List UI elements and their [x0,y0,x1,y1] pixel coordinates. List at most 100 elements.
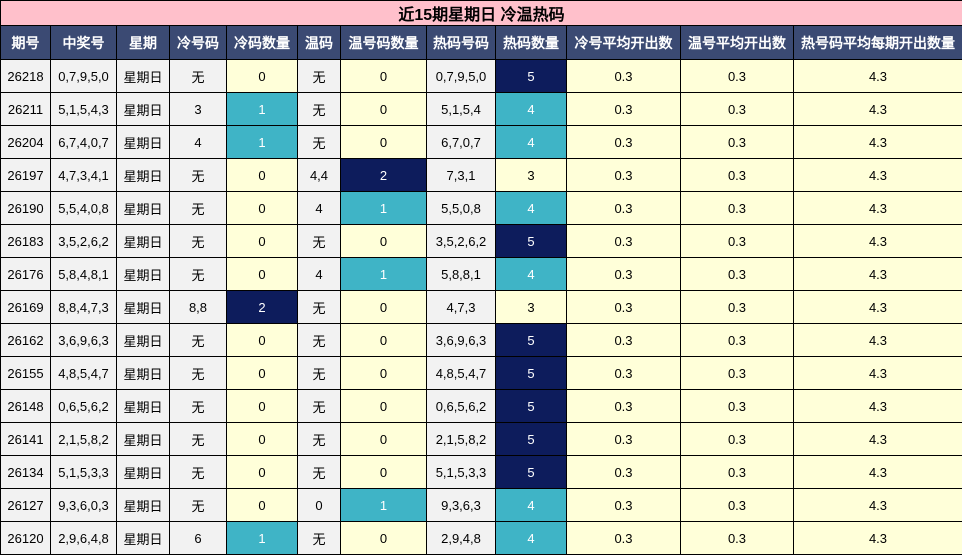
cell-hot: 5,8,8,1 [426,257,496,291]
cell-cold-avg: 0.3 [566,455,681,489]
cell-warm: 无 [297,224,341,258]
cell-hot-avg: 4.3 [793,488,962,522]
cell-warm-avg: 0.3 [680,224,794,258]
cell-hot-avg: 4.3 [793,59,962,93]
cell-period: 26176 [0,257,51,291]
cell-warm: 无 [297,92,341,126]
cell-warm-avg: 0.3 [680,356,794,390]
cell-cold: 无 [169,389,227,423]
cell-warm-count: 0 [340,521,427,555]
cell-cold-avg: 0.3 [566,422,681,456]
cell-cold-avg: 0.3 [566,389,681,423]
cell-warm-count: 0 [340,92,427,126]
cell-cold-count: 0 [226,191,298,225]
cell-period: 26127 [0,488,51,522]
cell-numbers: 3,6,9,6,3 [50,323,117,357]
cell-cold-count: 0 [226,224,298,258]
table-title: 近15期星期日 冷温热码 [0,0,962,26]
cell-cold: 无 [169,356,227,390]
cell-hot: 0,7,9,5,0 [426,59,496,93]
cell-period: 26211 [0,92,51,126]
cell-warm-count: 0 [340,422,427,456]
cell-warm-count: 1 [340,488,427,522]
table-row: 26190 5,5,4,0,8 星期日无 0 4 1 5,5,0,8 4 0.3 0.3 4.3 [0,191,962,225]
table-row: 26127 9,3,6,0,3 星期日无 0 0 1 9,3,6,3 4 0.3 0.3 4.3 [0,488,962,522]
cell-period: 26162 [0,323,51,357]
cell-cold-avg: 0.3 [566,521,681,555]
cell-cold-avg: 0.3 [566,59,681,93]
cell-hot-count: 3 [495,290,567,324]
cell-warm: 4 [297,257,341,291]
cell-warm-avg: 0.3 [680,191,794,225]
cell-cold-avg: 0.3 [566,191,681,225]
cell-hot-avg: 4.3 [793,290,962,324]
cell-warm: 无 [297,455,341,489]
cell-warm-count: 1 [340,191,427,225]
cell-hot: 2,9,4,8 [426,521,496,555]
cell-hot-count: 5 [495,224,567,258]
cell-weekday: 星期日 [116,356,170,390]
cell-hot-count: 5 [495,356,567,390]
header-numbers: 中奖号 [50,25,117,60]
table-row: 26176 5,8,4,8,1 星期日无 0 4 1 5,8,8,1 4 0.3 0.3 4.3 [0,257,962,291]
cell-cold: 4 [169,125,227,159]
cell-numbers: 4,8,5,4,7 [50,356,117,390]
table-row: 26204 6,7,4,0,7 星期日 4 1 无 0 6,7,0,7 4 0.3 0.3 4.3 [0,125,962,159]
table-row: 26148 0,6,5,6,2 星期日无 0 无 0 0,6,5,6,2 5 0.3 0.3 4.3 [0,389,962,423]
cell-cold-avg: 0.3 [566,488,681,522]
cell-warm-avg: 0.3 [680,323,794,357]
cell-hot-count: 5 [495,422,567,456]
cell-cold-avg: 0.3 [566,323,681,357]
cell-hot: 0,6,5,6,2 [426,389,496,423]
cell-hot-avg: 4.3 [793,389,962,423]
cell-cold-count: 0 [226,257,298,291]
cell-cold: 6 [169,521,227,555]
cell-weekday: 星期日 [116,521,170,555]
cell-warm-avg: 0.3 [680,455,794,489]
table-row: 26162 3,6,9,6,3 星期日无 0 无 0 3,6,9,6,3 5 0.3 0.3 4.3 [0,323,962,357]
cell-period: 26148 [0,389,51,423]
cell-weekday: 星期日 [116,422,170,456]
cell-warm-avg: 0.3 [680,59,794,93]
cell-warm-avg: 0.3 [680,92,794,126]
cell-warm-avg: 0.3 [680,290,794,324]
cell-hot-count: 4 [495,488,567,522]
cell-hot-avg: 4.3 [793,224,962,258]
cell-hot: 7,3,1 [426,158,496,192]
cell-numbers: 2,1,5,8,2 [50,422,117,456]
cell-weekday: 星期日 [116,290,170,324]
cell-cold-avg: 0.3 [566,356,681,390]
cell-hot-count: 4 [495,521,567,555]
table-row: 26218 0,7,9,5,0 星期日无 0 无 0 0,7,9,5,0 5 0.3 0.3 4.3 [0,59,962,93]
header-weekday: 星期 [116,25,170,60]
cell-hot: 5,1,5,3,3 [426,455,496,489]
cell-warm-count: 0 [340,356,427,390]
cell-hot-count: 3 [495,158,567,192]
cell-weekday: 星期日 [116,191,170,225]
cell-numbers: 0,7,9,5,0 [50,59,117,93]
cell-weekday: 星期日 [116,125,170,159]
cell-warm-count: 1 [340,257,427,291]
cell-hot-count: 5 [495,323,567,357]
cell-cold-count: 0 [226,455,298,489]
cell-numbers: 5,5,4,0,8 [50,191,117,225]
cell-hot-avg: 4.3 [793,92,962,126]
cell-warm-avg: 0.3 [680,488,794,522]
cell-hot-count: 5 [495,389,567,423]
table-row: 26155 4,8,5,4,7 星期日无 0 无 0 4,8,5,4,7 5 0.3 0.3 4.3 [0,356,962,390]
cell-hot: 3,6,9,6,3 [426,323,496,357]
cell-warm-count: 0 [340,125,427,159]
cell-cold: 3 [169,92,227,126]
cell-period: 26190 [0,191,51,225]
cell-numbers: 9,3,6,0,3 [50,488,117,522]
cell-cold: 无 [169,224,227,258]
cell-warm: 0 [297,488,341,522]
cell-cold: 无 [169,323,227,357]
cell-warm-count: 0 [340,389,427,423]
cell-weekday: 星期日 [116,59,170,93]
cell-numbers: 5,1,5,3,3 [50,455,117,489]
cell-cold-count: 1 [226,521,298,555]
cell-weekday: 星期日 [116,389,170,423]
cell-hot-count: 5 [495,455,567,489]
